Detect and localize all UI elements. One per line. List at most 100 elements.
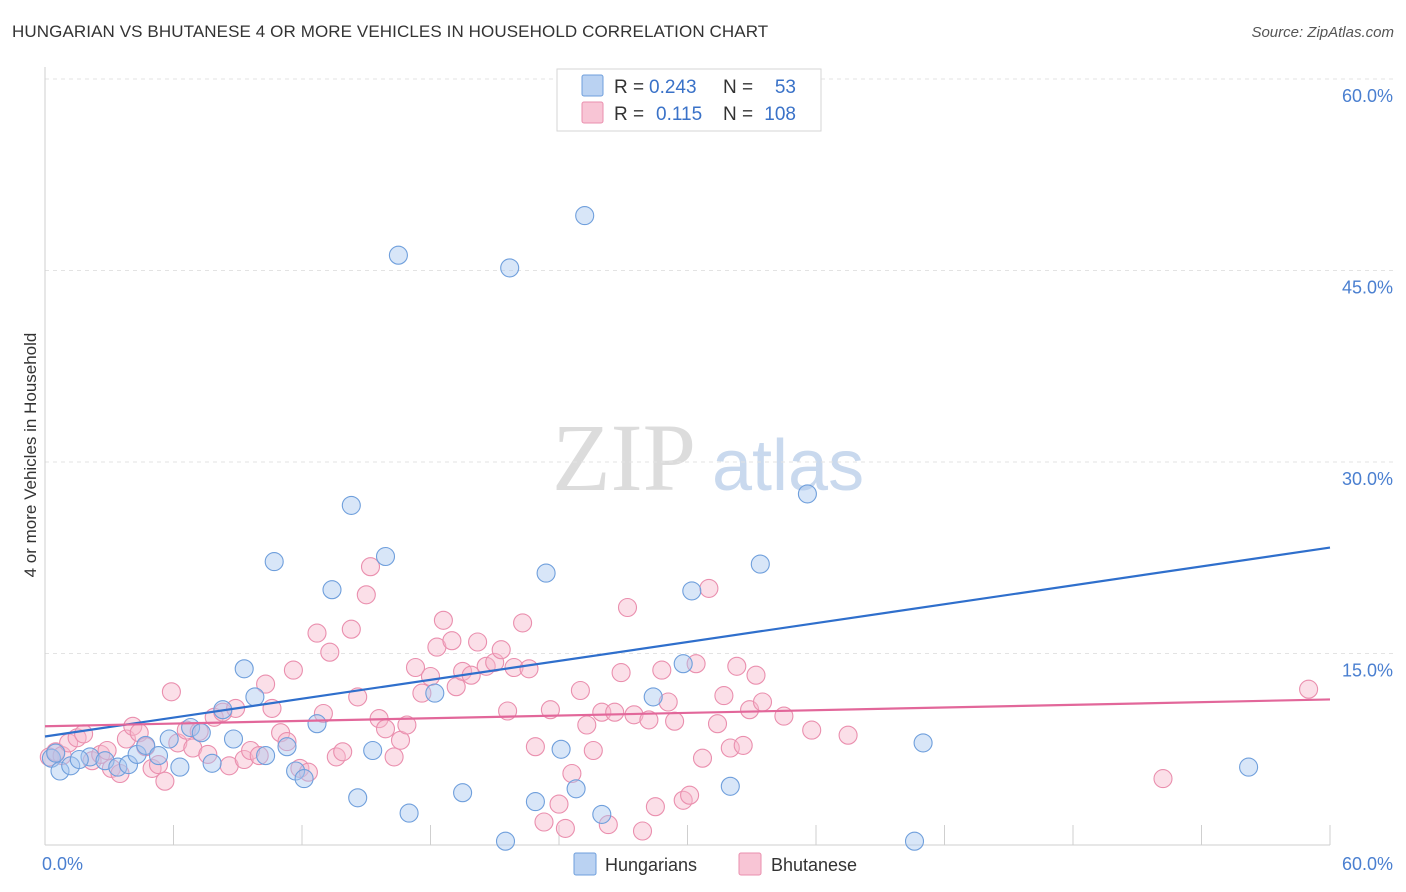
bhutanese-point [397, 715, 417, 735]
correlation-legend: R = 0.243 N = 53 R = 0.115 N = 108 [556, 68, 822, 132]
hungarian-point [148, 746, 169, 766]
bhutanese-point [802, 720, 822, 740]
hungarian-point [500, 258, 520, 278]
bhutanese-point [468, 632, 488, 652]
bhutanese-point [707, 714, 728, 734]
hungarian-point [46, 743, 66, 763]
hungarian-point [234, 659, 254, 679]
hungarian-point [50, 761, 70, 781]
bhutanese-point [555, 818, 575, 838]
hungarian-point [322, 580, 342, 600]
x-tick-label: 0.0% [42, 854, 83, 874]
legend-r-label-bhutanese: R = [614, 104, 644, 125]
bhutanese-point [161, 682, 181, 702]
legend-r-value-hungarians: 0.243 [649, 77, 697, 98]
chart-title: HUNGARIAN VS BHUTANESE 4 OR MORE VEHICLE… [12, 22, 769, 41]
bhutanese-point [540, 700, 560, 720]
bhutanese-point [277, 732, 297, 752]
hungarian-point [264, 552, 284, 572]
bhutanese-point [348, 687, 368, 707]
bhutanese-point [665, 711, 685, 731]
bhutanese-point [433, 610, 453, 630]
bhutanese-point [692, 748, 713, 768]
hungarian-point [904, 831, 925, 851]
hungarian-point [202, 753, 222, 773]
legend-swatch-bhutanese [581, 101, 604, 124]
series-bhutanese-points [39, 557, 1319, 841]
bhutanese-point [583, 740, 603, 761]
legend-n-value-hungarians: 53 [775, 77, 796, 98]
bhutanese-point [356, 585, 376, 605]
bhutanese-point [341, 619, 361, 639]
tick-labels: 15.0% 30.0% 45.0% 60.0% 0.0% 60.0% [42, 86, 1393, 874]
hungarian-point [388, 245, 408, 265]
bottom-legend-label-bhutanese: Bhutanese [771, 855, 857, 875]
hungarian-point [453, 783, 473, 803]
hungarian-point [348, 788, 368, 808]
bhutanese-point [617, 597, 638, 618]
bhutanese-point [513, 613, 533, 633]
bhutanese-point [645, 797, 665, 817]
bhutanese-point [442, 631, 462, 651]
hungarian-point [136, 735, 156, 755]
bhutanese-point [519, 659, 539, 679]
bhutanese-point [752, 692, 773, 712]
bhutanese-point [549, 794, 569, 814]
bhutanese-point [249, 746, 269, 766]
x-tick-label: 60.0% [1342, 854, 1393, 874]
legend-n-label-hungarians: N = [723, 77, 753, 98]
hungarian-point [495, 831, 516, 851]
bhutanese-point [405, 657, 426, 678]
hungarian-point [566, 779, 586, 799]
hungarian-point [277, 737, 297, 757]
bhutanese-point [680, 785, 700, 805]
bhutanese-point [155, 771, 175, 791]
hungarian-point [170, 757, 190, 777]
legend-swatch-hungarians [581, 74, 604, 97]
hungarian-point [575, 206, 595, 226]
bottom-legend-swatch-hungarians [573, 852, 597, 876]
bhutanese-point [714, 686, 734, 706]
hungarian-point [159, 729, 179, 749]
bhutanese-point [326, 747, 346, 767]
bhutanese-point [598, 815, 618, 835]
bhutanese-point [256, 674, 276, 694]
y-tick-label: 45.0% [1342, 278, 1393, 298]
bhutanese-point [384, 747, 404, 767]
hungarian-point [375, 546, 396, 567]
bhutanese-point [320, 642, 340, 662]
y-tick-label: 15.0% [1342, 661, 1393, 681]
bhutanese-point [1299, 679, 1319, 699]
hungarian-point [399, 803, 419, 823]
bhutanese-point [727, 656, 747, 676]
bhutanese-point [525, 737, 545, 757]
hungarian-point [536, 563, 556, 583]
bhutanese-point [605, 702, 625, 722]
hungarian-point [425, 683, 445, 703]
hungarian-point [245, 687, 265, 707]
y-tick-label: 60.0% [1342, 86, 1393, 106]
hungarian-point [223, 729, 244, 749]
hungarian-point [191, 723, 211, 743]
hungarian-point [363, 740, 383, 761]
watermark-zip: ZIP [552, 404, 696, 511]
bhutanese-point [1153, 769, 1173, 789]
bhutanese-point [198, 744, 218, 764]
legend-r-value-bhutanese: 0.115 [656, 104, 702, 125]
bhutanese-trend-line [44, 698, 1331, 728]
bhutanese-point [673, 790, 693, 810]
watermark-atlas: atlas [712, 426, 864, 506]
hungarian-point [750, 554, 770, 574]
bhutanese-point [658, 692, 678, 712]
bhutanese-point [333, 742, 353, 762]
hungarian-point [913, 733, 933, 753]
bhutanese-point [491, 640, 511, 660]
bhutanese-point [699, 578, 719, 598]
bhutanese-point [746, 665, 766, 685]
hungarian-point [525, 792, 545, 812]
hungarian-point [592, 804, 612, 824]
bhutanese-point [611, 663, 631, 683]
series-hungarians-points [41, 206, 1259, 851]
bottom-legend-label-hungarians: Hungarians [605, 855, 697, 875]
hungarian-point [682, 581, 702, 601]
